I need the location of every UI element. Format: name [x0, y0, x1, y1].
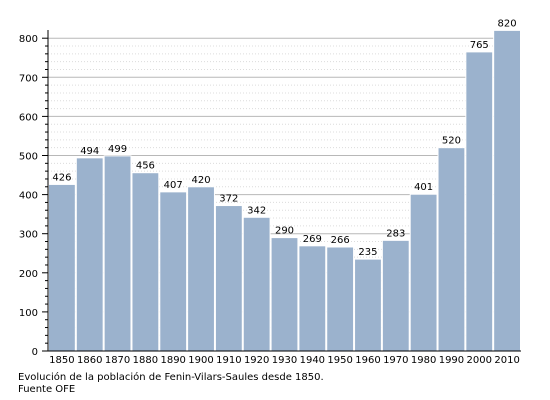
- x-tick-label: 1900: [188, 355, 213, 366]
- x-tick-label: 1990: [439, 355, 464, 366]
- bars: [48, 29, 522, 352]
- data-label-1920: 342: [247, 205, 266, 216]
- x-tick-label: 2000: [467, 355, 492, 366]
- data-label-1980: 401: [414, 182, 433, 193]
- data-label-1900: 420: [191, 175, 210, 186]
- y-tick-label: 300: [19, 230, 38, 241]
- x-tick-label: 1960: [355, 355, 380, 366]
- x-tick-label: 1970: [383, 355, 408, 366]
- bar-2010: [493, 29, 522, 352]
- bar-1970: [381, 239, 410, 352]
- bar-1950: [326, 246, 355, 352]
- data-label-1950: 266: [331, 235, 350, 246]
- x-tick-label: 1950: [327, 355, 352, 366]
- data-label-2000: 765: [470, 40, 489, 51]
- bar-1900: [187, 186, 215, 352]
- bar-1850: [48, 183, 76, 352]
- x-tick-label: 1890: [160, 355, 185, 366]
- data-label-1970: 283: [386, 228, 405, 239]
- x-axis: 1850 1860 1870 1880 1890 1900 1910 1920 1930 1940…: [42, 350, 521, 366]
- chart-source: Fuente OFE: [18, 384, 76, 395]
- x-tick-label: 2010: [494, 355, 519, 366]
- bar-1960: [354, 258, 382, 352]
- data-label-1870: 499: [108, 144, 127, 155]
- data-label-2010: 820: [498, 18, 517, 29]
- bar-1890: [159, 191, 188, 352]
- bar-1940: [298, 245, 327, 352]
- data-label-1880: 456: [136, 161, 155, 172]
- bar-1990: [437, 147, 466, 352]
- x-tick-label: 1930: [272, 355, 297, 366]
- x-tick-label: 1860: [77, 355, 102, 366]
- bar-1920: [242, 216, 271, 352]
- y-axis: 0 100 200 300 400 500 600 700 800: [19, 30, 49, 358]
- x-tick-label: 1920: [244, 355, 269, 366]
- bar-1910: [214, 205, 243, 352]
- x-tick-label: 1980: [411, 355, 436, 366]
- y-tick-label: 200: [19, 269, 38, 280]
- y-tick-label: 500: [19, 152, 38, 163]
- x-tick-label: 1880: [133, 355, 158, 366]
- bar-1980: [409, 193, 438, 352]
- y-tick-label: 700: [19, 73, 38, 84]
- chart-caption: Evolución de la población de Fenin-Vilar…: [18, 372, 324, 383]
- bar-2000: [465, 51, 494, 352]
- data-label-1850: 426: [52, 172, 71, 183]
- y-tick-label: 600: [19, 112, 38, 123]
- y-tick-label: 800: [19, 34, 38, 45]
- data-label-1930: 290: [275, 226, 294, 237]
- x-tick-label: 1910: [216, 355, 241, 366]
- bar-1880: [131, 172, 160, 352]
- x-tick-label: 1870: [105, 355, 130, 366]
- y-tick-label: 400: [19, 191, 38, 202]
- x-tick-label: 1940: [300, 355, 325, 366]
- bar-1930: [270, 237, 299, 352]
- y-tick-label: 0: [32, 347, 38, 358]
- data-label-1860: 494: [80, 146, 99, 157]
- data-label-1910: 372: [219, 194, 238, 205]
- data-labels: 426 494 499 456 407 420 372 342 290 269 266 235 283 4…: [52, 18, 516, 258]
- x-tick-label: 1850: [49, 355, 74, 366]
- data-label-1960: 235: [358, 247, 377, 258]
- bar-1870: [103, 155, 132, 352]
- data-label-1890: 407: [164, 180, 183, 191]
- bar-1860: [75, 157, 104, 352]
- data-label-1940: 269: [303, 234, 322, 245]
- data-label-1990: 520: [442, 136, 461, 147]
- y-tick-label: 100: [19, 308, 38, 319]
